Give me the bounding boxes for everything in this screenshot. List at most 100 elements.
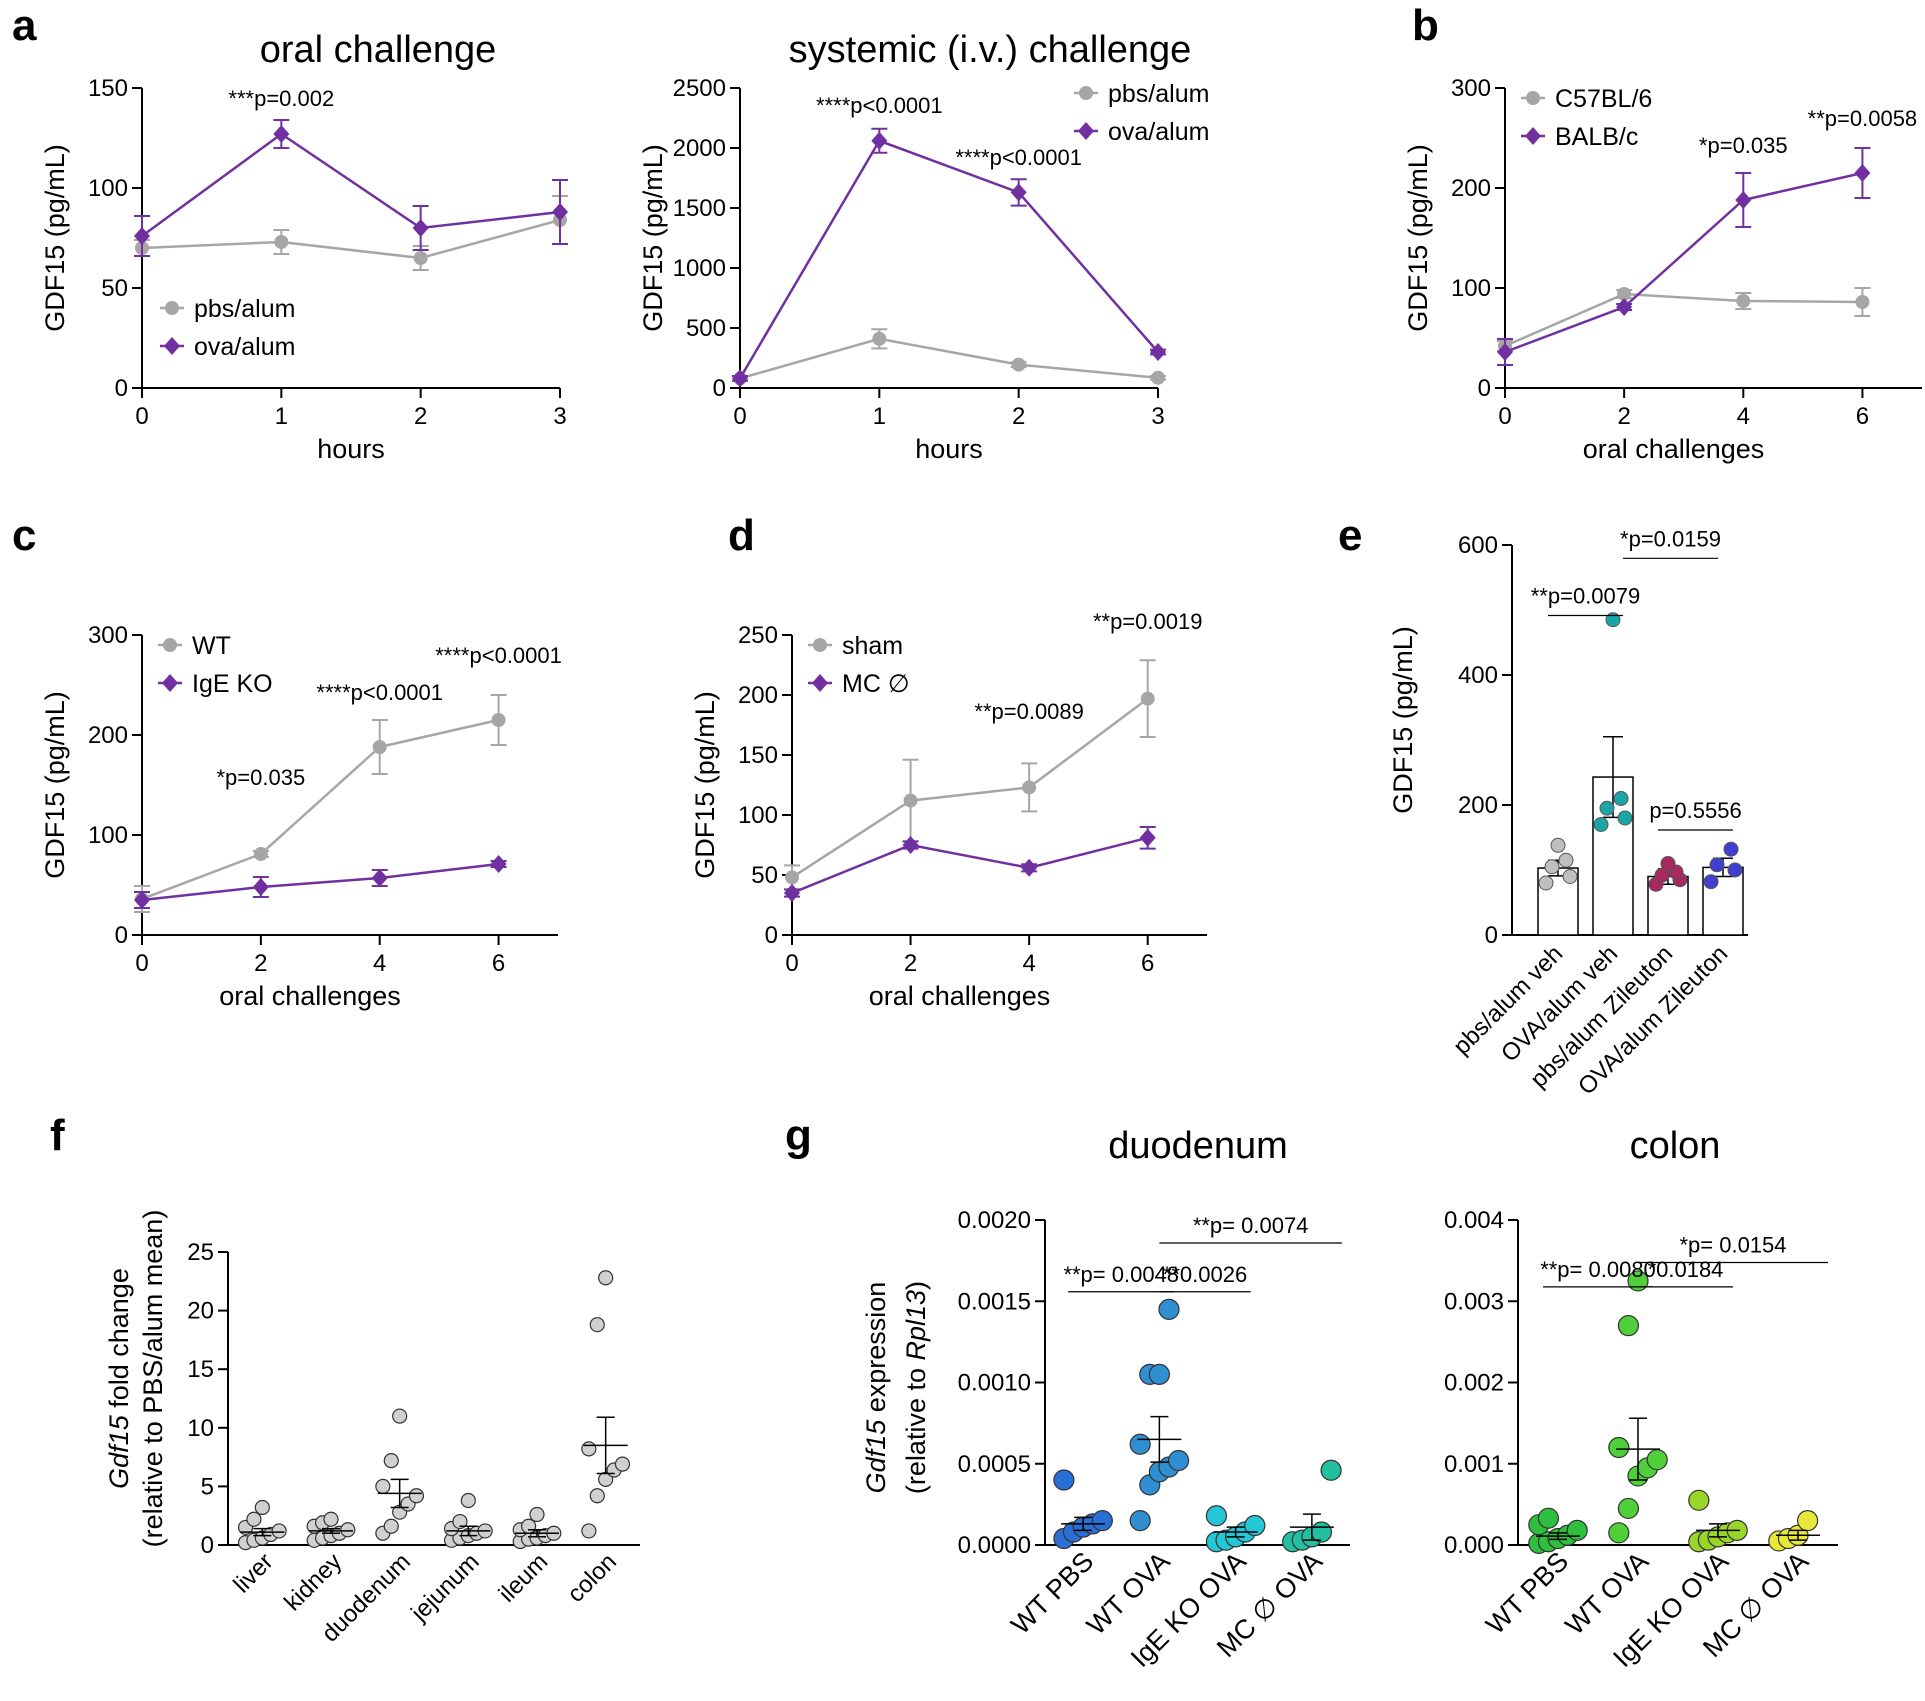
- g1-data-point: [1167, 1449, 1190, 1472]
- f-x-tick-label: kidney: [279, 1548, 347, 1616]
- g1-y-tick-label: 0.0010: [958, 1370, 1031, 1397]
- b-y-tick-label: 300: [1451, 75, 1491, 102]
- d-legend-marker: [813, 638, 827, 652]
- a1-annotation: ***p=0.002: [228, 86, 334, 111]
- g1-data-point: [1158, 1298, 1180, 1320]
- f-x-tick-label: jejunum: [405, 1548, 484, 1627]
- f-data-point: [383, 1518, 399, 1534]
- b-annotation: **p=0.0058: [1808, 106, 1918, 131]
- g1-data-point: [1205, 1505, 1228, 1527]
- a2-data-point: [871, 131, 888, 150]
- c-x-tick-label: 6: [492, 950, 505, 977]
- c-data-point: [253, 847, 268, 861]
- b-legend-label: BALB/c: [1555, 123, 1638, 151]
- b-legend-marker: [1526, 91, 1540, 105]
- f-data-point: [520, 1518, 537, 1534]
- e-data-point: [1544, 859, 1560, 875]
- b-data-point: [1616, 298, 1633, 316]
- g1-data-point: [1091, 1510, 1113, 1532]
- a2-x-tick-label: 0: [733, 403, 746, 430]
- d-annotation: **p=0.0019: [1093, 609, 1203, 634]
- a2-data-point: [872, 331, 887, 346]
- b-series-line-0: [1504, 292, 1863, 348]
- d-x-tick-label: 6: [1141, 950, 1154, 977]
- g2-data-point: [1566, 1519, 1588, 1541]
- chart-title: oral challenge: [260, 29, 497, 71]
- g1-y-tick-label: 0.0020: [958, 1207, 1031, 1234]
- g1-data-point: [1129, 1433, 1151, 1455]
- e-data-point: [1613, 791, 1629, 806]
- a2-y-tick-label: 500: [686, 315, 726, 342]
- e-y-tick-label: 0: [1485, 922, 1498, 949]
- e-data-point: [1660, 856, 1676, 871]
- a2-legend-label: ova/alum: [1108, 118, 1209, 146]
- f-data-point: [271, 1523, 287, 1539]
- a1-data-point: [273, 125, 290, 143]
- panel-a2: systemic (i.v.) challenge 0 1 2 3 hours 0 500 10…: [638, 29, 1209, 464]
- f-data-point: [254, 1499, 270, 1516]
- d-y-tick-label: 150: [738, 742, 778, 769]
- d-ylabel: GDF15 (pg/mL): [690, 691, 720, 879]
- panel-c: c 0 2 4 6 oral challenges 0 100 200 300 GDF15 (pg/…: [12, 511, 562, 1011]
- chart-title: duodenum: [1108, 1125, 1288, 1167]
- g1-data-point: [1244, 1514, 1266, 1537]
- g1-data-point: [1129, 1510, 1151, 1532]
- c-xlabel: oral challenges: [219, 981, 401, 1011]
- a1-x-tick-label: 0: [135, 403, 148, 430]
- c-legend-marker: [163, 638, 177, 652]
- d-y-tick-label: 100: [738, 802, 778, 829]
- a2-data-point: [1151, 370, 1165, 385]
- a2-y-tick-label: 0: [713, 375, 726, 402]
- g2-bracket-label: **p= 0.0080: [1540, 1257, 1656, 1282]
- b-x-tick-label: 4: [1737, 403, 1750, 430]
- a2-ylabel: GDF15 (pg/mL): [638, 144, 668, 332]
- a1-x-tick-label: 3: [553, 403, 566, 430]
- e-data-point: [1723, 841, 1739, 857]
- g2-data-point: [1796, 1510, 1819, 1532]
- a2-xlabel: hours: [915, 434, 983, 464]
- g2-data-point: [1537, 1507, 1560, 1529]
- g1-y-tick-label: 0.0000: [958, 1532, 1031, 1559]
- a1-y-tick-label: 50: [101, 275, 128, 302]
- d-x-tick-label: 4: [1022, 950, 1035, 977]
- f-ylabel: Gdf15 fold change: [104, 1268, 134, 1489]
- a2-y-tick-label: 2500: [673, 75, 726, 102]
- a2-data-point: [732, 369, 748, 388]
- chart-title: systemic (i.v.) challenge: [789, 29, 1192, 71]
- f-data-point: [529, 1506, 545, 1523]
- f-data-point: [589, 1488, 605, 1504]
- a2-data-point: [1150, 343, 1166, 361]
- g1-bracket-label: **p= 0.0074: [1193, 1213, 1309, 1238]
- d-y-tick-label: 200: [738, 682, 778, 709]
- d-y-tick-label: 250: [738, 622, 778, 649]
- a2-x-tick-label: 3: [1151, 403, 1164, 430]
- d-y-tick-label: 50: [751, 862, 778, 889]
- c-annotation: ****p<0.0001: [316, 680, 443, 705]
- b-data-point: [1617, 287, 1632, 301]
- e-data-point: [1654, 867, 1670, 883]
- d-data-point: [903, 793, 918, 808]
- f-data-point: [581, 1523, 597, 1539]
- b-data-point: [1497, 343, 1513, 361]
- g1-ylabel: Gdf15 expression: [861, 1282, 891, 1494]
- g2-bracket-label: *0.0184: [1648, 1257, 1724, 1282]
- g2-y-tick-label: 0.001: [1444, 1451, 1504, 1478]
- d-data-point: [1021, 858, 1038, 877]
- a1-ylabel: GDF15 (pg/mL): [40, 144, 70, 332]
- c-y-tick-label: 0: [115, 922, 128, 949]
- b-y-tick-label: 200: [1451, 175, 1491, 202]
- g2-x-tick-label: WT PBS: [1480, 1546, 1574, 1640]
- c-annotation: ****p<0.0001: [435, 643, 562, 668]
- b-legend-label: C57BL/6: [1555, 85, 1652, 113]
- panel-label-b: b: [1412, 1, 1439, 50]
- b-annotation: *p=0.035: [1699, 133, 1788, 158]
- f-data-point: [340, 1522, 356, 1538]
- a2-legend-label: pbs/alum: [1108, 80, 1209, 108]
- f-data-point: [614, 1456, 631, 1472]
- a2-annotation: ****p<0.0001: [955, 145, 1082, 170]
- f-data-point: [460, 1492, 476, 1509]
- panel-b: b 0 2 4 6 oral challenges 0 100 200 300 GDF15 (pg/…: [1403, 1, 1922, 464]
